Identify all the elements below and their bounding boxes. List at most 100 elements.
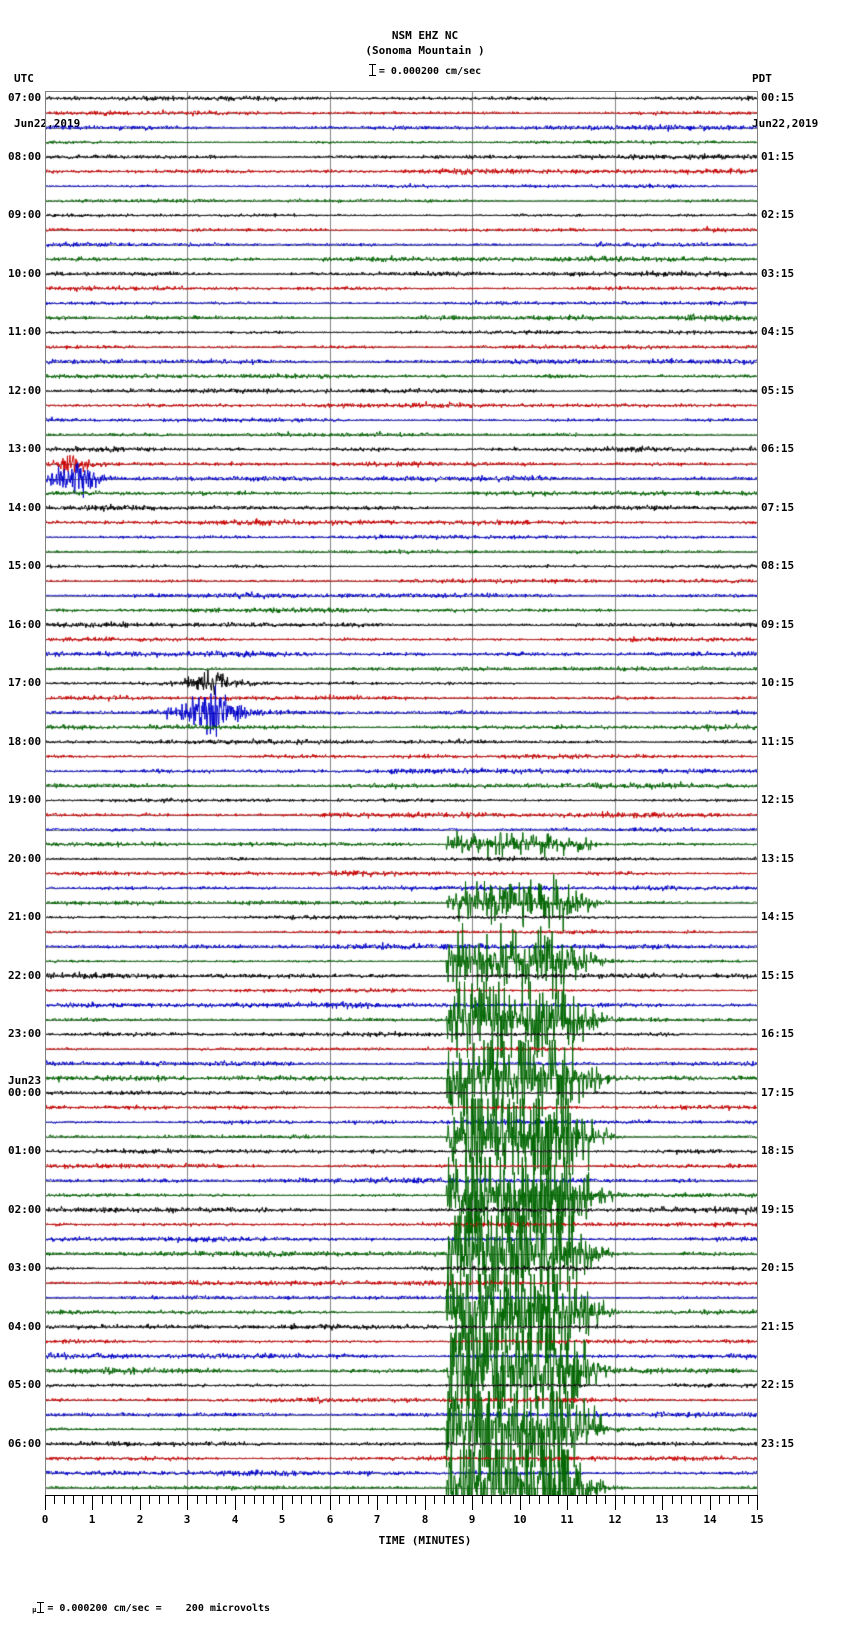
axis-tick-minor: [216, 1495, 217, 1504]
axis-tick-label-5: 5: [278, 1513, 286, 1526]
time-axis: [45, 1495, 758, 1511]
axis-tick-label-3: 3: [183, 1513, 191, 1526]
axis-tick-label-6: 6: [326, 1513, 334, 1526]
axis-tick-label-7: 7: [373, 1513, 381, 1526]
axis-tick-minor: [691, 1495, 692, 1504]
axis-tick-major-11: [567, 1495, 568, 1510]
pdt-header: PDT Jun22,2019: [752, 41, 818, 161]
axis-tick-major-14: [710, 1495, 711, 1510]
row-label-utc-2200: 22:00: [8, 968, 42, 982]
axis-tick-minor: [605, 1495, 606, 1504]
row-label-utc-1800: 18:00: [8, 734, 42, 748]
micro-symbol: μ: [32, 1606, 37, 1614]
row-label-pdt-1515: 15:15: [761, 968, 795, 982]
row-label-pdt-1915: 19:15: [761, 1202, 795, 1216]
row-label-pdt-0915: 09:15: [761, 617, 795, 631]
axis-tick-minor: [748, 1495, 749, 1504]
axis-tick-minor: [672, 1495, 673, 1504]
axis-baseline: [45, 1495, 758, 1496]
row-label-pdt-2115: 21:15: [761, 1319, 795, 1333]
axis-tick-minor: [558, 1495, 559, 1504]
footer-scale-bar-icon: [37, 1602, 45, 1613]
row-label-utc-1000: 10:00: [8, 266, 42, 280]
row-label-pdt-0315: 03:15: [761, 266, 795, 280]
axis-tick-minor: [396, 1495, 397, 1504]
axis-tick-minor: [301, 1495, 302, 1504]
axis-tick-minor: [121, 1495, 122, 1504]
row-label-utc-0400: 04:00: [8, 1319, 42, 1333]
axis-tick-minor: [529, 1495, 530, 1504]
row-label-utc-0100: 01:00: [8, 1144, 42, 1158]
row-label-utc-0200: 02:00: [8, 1202, 42, 1216]
axis-tick-minor: [596, 1495, 597, 1504]
axis-tick-minor: [73, 1495, 74, 1504]
axis-tick-minor: [149, 1495, 150, 1504]
row-label-pdt-0515: 05:15: [761, 383, 795, 397]
axis-tick-minor: [292, 1495, 293, 1504]
axis-tick-minor: [244, 1495, 245, 1504]
axis-tick-minor: [159, 1495, 160, 1504]
axis-tick-label-10: 10: [513, 1513, 527, 1526]
row-label-pdt-0215: 02:15: [761, 208, 795, 222]
row-label-utc-1600: 16:00: [8, 617, 42, 631]
axis-tick-major-7: [377, 1495, 378, 1510]
axis-tick-minor: [263, 1495, 264, 1504]
axis-tick-minor: [539, 1495, 540, 1504]
row-label-utc-1700: 17:00: [8, 676, 42, 690]
station-code-title: NSM EHZ NC: [391, 29, 459, 42]
axis-tick-minor: [491, 1495, 492, 1504]
axis-tick-minor: [54, 1495, 55, 1504]
row-label-utc-0900: 09:00: [8, 208, 42, 222]
axis-tick-minor: [444, 1495, 445, 1504]
station-name-title: (Sonoma Mountain ): [365, 44, 485, 57]
axis-tick-minor: [738, 1495, 739, 1504]
axis-tick-minor: [206, 1495, 207, 1504]
axis-tick-major-6: [330, 1495, 331, 1510]
axis-tick-minor: [178, 1495, 179, 1504]
row-label-utc-2100: 21:00: [8, 910, 42, 924]
axis-tick-major-0: [45, 1495, 46, 1510]
axis-tick-minor: [130, 1495, 131, 1504]
row-label-pdt-0415: 04:15: [761, 325, 795, 339]
row-label-pdt-0115: 01:15: [761, 149, 795, 163]
row-label-utc-0600: 06:00: [8, 1436, 42, 1450]
row-label-utc-1100: 11:00: [8, 325, 42, 339]
pdt-timezone-label: PDT: [752, 72, 772, 85]
row-label-pdt-1615: 16:15: [761, 1027, 795, 1041]
amplitude-scale-legend: = 0.000200 cm/sec: [0, 64, 850, 77]
pdt-date-label: Jun22,2019: [752, 117, 819, 130]
day-change-label: Jun23: [8, 1073, 42, 1087]
row-label-utc-2300: 23:00: [8, 1027, 42, 1041]
scale-bar-icon: [368, 64, 376, 76]
axis-tick-minor: [700, 1495, 701, 1504]
axis-tick-minor: [681, 1495, 682, 1504]
axis-tick-minor: [64, 1495, 65, 1504]
row-label-pdt-0015: 00:15: [761, 91, 795, 105]
seismogram-traces-canvas: [45, 91, 758, 1495]
row-label-pdt-2215: 22:15: [761, 1378, 795, 1392]
axis-tick-minor: [719, 1495, 720, 1504]
row-label-utc-1300: 13:00: [8, 442, 42, 456]
axis-tick-major-4: [235, 1495, 236, 1510]
row-label-pdt-0815: 08:15: [761, 559, 795, 573]
axis-tick-minor: [320, 1495, 321, 1504]
axis-tick-minor: [434, 1495, 435, 1504]
axis-tick-major-15: [757, 1495, 758, 1510]
row-label-pdt-1015: 10:15: [761, 676, 795, 690]
axis-tick-minor: [463, 1495, 464, 1504]
row-label-pdt-2315: 23:15: [761, 1436, 795, 1450]
row-label-utc-0800: 08:00: [8, 149, 42, 163]
axis-tick-major-8: [425, 1495, 426, 1510]
row-label-pdt-1715: 17:15: [761, 1085, 795, 1099]
axis-tick-label-4: 4: [231, 1513, 239, 1526]
axis-tick-label-1: 1: [88, 1513, 96, 1526]
row-label-utc-1900: 19:00: [8, 793, 42, 807]
axis-tick-label-11: 11: [560, 1513, 574, 1526]
row-label-utc-0700: 07:00: [8, 91, 42, 105]
axis-tick-label-14: 14: [703, 1513, 717, 1526]
axis-tick-minor: [548, 1495, 549, 1504]
row-label-pdt-2015: 20:15: [761, 1261, 795, 1275]
plot-frame-top: [45, 91, 758, 92]
axis-tick-minor: [197, 1495, 198, 1504]
seismogram-plot-area: [45, 91, 758, 1495]
